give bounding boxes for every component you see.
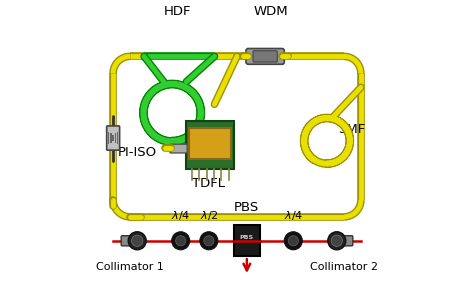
- Text: $\lambda$/4: $\lambda$/4: [283, 209, 303, 222]
- Circle shape: [288, 236, 298, 246]
- Text: HDF: HDF: [164, 6, 191, 18]
- Text: Collimator 2: Collimator 2: [310, 262, 378, 272]
- FancyBboxPatch shape: [335, 236, 353, 246]
- Bar: [117, 132, 118, 144]
- Circle shape: [132, 235, 143, 246]
- FancyBboxPatch shape: [121, 236, 139, 246]
- Text: Collimator 1: Collimator 1: [96, 262, 164, 272]
- Circle shape: [331, 235, 342, 246]
- FancyBboxPatch shape: [253, 51, 277, 62]
- Bar: [110, 133, 112, 143]
- Circle shape: [172, 232, 190, 250]
- Text: PI-ISO: PI-ISO: [118, 146, 156, 159]
- FancyBboxPatch shape: [107, 126, 119, 150]
- Circle shape: [176, 236, 186, 246]
- Circle shape: [128, 232, 146, 250]
- Text: $\lambda$/4: $\lambda$/4: [171, 209, 191, 222]
- FancyBboxPatch shape: [170, 144, 187, 153]
- Circle shape: [328, 232, 346, 250]
- Bar: [186, 121, 234, 169]
- Text: WDM: WDM: [254, 6, 288, 18]
- Text: PBS: PBS: [240, 235, 254, 240]
- Bar: [234, 225, 260, 256]
- Text: TDFL: TDFL: [192, 177, 225, 191]
- Bar: [108, 132, 109, 144]
- Bar: [112, 135, 114, 142]
- Circle shape: [284, 232, 302, 250]
- Bar: [189, 128, 231, 159]
- Text: $\lambda$/2: $\lambda$/2: [200, 209, 218, 222]
- Circle shape: [204, 236, 214, 246]
- Circle shape: [200, 232, 218, 250]
- FancyBboxPatch shape: [246, 48, 284, 64]
- Bar: [115, 133, 116, 143]
- Text: SMF: SMF: [338, 123, 365, 136]
- Text: PBS: PBS: [234, 201, 259, 214]
